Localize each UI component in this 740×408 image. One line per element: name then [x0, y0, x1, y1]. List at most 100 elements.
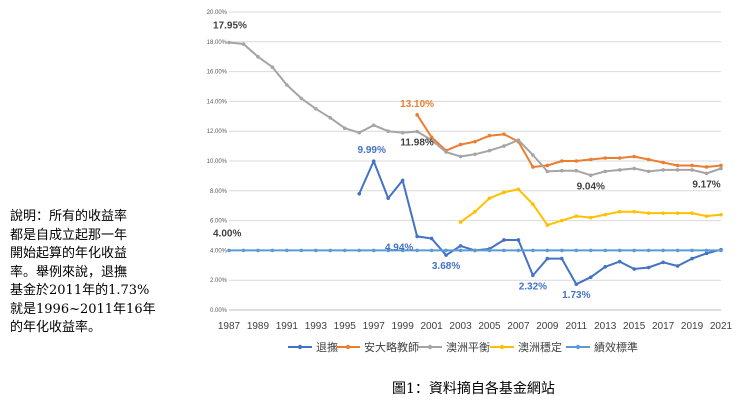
- data-point: [545, 169, 550, 174]
- data-point: [588, 157, 593, 162]
- y-tick-label: 14.00%: [207, 99, 228, 105]
- data-point: [675, 248, 680, 253]
- data-point: [661, 248, 665, 253]
- data-point: [661, 160, 665, 165]
- data-point: [516, 187, 521, 192]
- x-tick-label: 1997: [363, 321, 386, 332]
- data-point: [227, 40, 231, 45]
- data-point: [574, 248, 579, 253]
- annotation-layer: 17.95% 13.10% 11.98% 9.99% 9.04% 9.17% 4.00% 4.…: [213, 21, 721, 302]
- data-point: [299, 96, 304, 101]
- data-point: [415, 113, 419, 117]
- data-label: 3.68%: [432, 261, 460, 272]
- y-tick-label: 10.00%: [207, 159, 228, 165]
- data-point: [314, 248, 318, 253]
- data-point: [617, 248, 622, 253]
- figure-caption: 圖1：資料摘自各基金網站: [392, 381, 555, 397]
- data-point: [256, 248, 260, 253]
- x-tick-label: 1999: [392, 321, 415, 332]
- data-point: [603, 169, 608, 174]
- data-point: [603, 212, 608, 217]
- data-point: [646, 211, 651, 215]
- series-line: [416, 114, 722, 168]
- data-point: [560, 159, 564, 163]
- x-tick-label: 1991: [276, 321, 299, 332]
- data-point: [588, 173, 593, 178]
- data-point: [603, 264, 608, 269]
- data-point: [415, 234, 419, 239]
- data-point: [632, 154, 636, 159]
- x-tick-label: 2013: [594, 321, 617, 332]
- data-point: [675, 163, 680, 168]
- data-point: [690, 211, 694, 215]
- data-point: [531, 273, 535, 278]
- note-line: 率。舉例來說，退撫: [10, 264, 128, 280]
- data-point: [632, 267, 636, 271]
- data-point: [690, 248, 694, 253]
- data-point: [357, 130, 362, 135]
- data-point: [704, 214, 709, 218]
- data-point: [371, 159, 376, 163]
- x-tick-label: 2003: [449, 321, 472, 332]
- data-label: 11.98%: [400, 137, 433, 148]
- data-point: [646, 169, 651, 174]
- data-point: [574, 168, 579, 173]
- data-point: [400, 178, 405, 183]
- note-line: 就是1996~2011年16年: [10, 301, 156, 317]
- data-point: [603, 248, 608, 253]
- data-point: [487, 196, 492, 201]
- data-point: [241, 42, 246, 46]
- data-point: [690, 163, 694, 168]
- data-point: [574, 214, 579, 218]
- x-tick-label: 2005: [478, 321, 501, 332]
- data-point: [270, 65, 275, 69]
- axis-layer: 0.00% 2.00% 4.00% 6.00% 8.00% 10.00% 12.00% 14.…: [207, 10, 733, 332]
- data-point: [458, 154, 463, 159]
- legend-marker: [297, 344, 303, 350]
- data-point: [429, 135, 434, 139]
- data-point: [704, 171, 709, 176]
- data-point: [646, 157, 651, 162]
- y-tick-label: 6.00%: [210, 219, 228, 225]
- data-point: [617, 168, 622, 172]
- data-point: [371, 123, 376, 128]
- data-point: [502, 132, 506, 136]
- legend-marker: [575, 344, 581, 350]
- data-point: [458, 142, 463, 147]
- data-point: [704, 165, 709, 169]
- x-tick-label: 2011: [566, 321, 588, 332]
- data-point: [487, 133, 492, 138]
- data-point: [227, 248, 231, 253]
- data-point: [675, 211, 680, 215]
- data-point: [516, 248, 521, 253]
- data-point: [386, 248, 390, 253]
- data-point: [545, 248, 550, 253]
- data-label: 4.00%: [213, 228, 241, 239]
- data-point: [357, 248, 362, 253]
- data-point: [704, 251, 709, 256]
- data-point: [285, 248, 289, 253]
- data-point: [473, 248, 477, 253]
- data-point: [342, 248, 347, 253]
- data-point: [502, 248, 506, 253]
- data-point: [487, 248, 492, 253]
- data-point: [617, 259, 622, 264]
- data-point: [386, 129, 390, 133]
- x-tick-label: 1987: [218, 321, 241, 332]
- data-point: [270, 248, 275, 253]
- data-point: [545, 163, 550, 168]
- data-point: [502, 144, 506, 148]
- data-point: [719, 248, 723, 253]
- data-point: [473, 209, 477, 214]
- data-point: [646, 248, 651, 253]
- data-point: [560, 218, 564, 223]
- legend-label: 澳洲穩定: [518, 340, 562, 354]
- data-point: [531, 165, 535, 169]
- data-point: [574, 159, 579, 163]
- legend-marker: [499, 344, 505, 350]
- data-point: [545, 256, 550, 261]
- data-point: [675, 168, 680, 172]
- y-tick-label: 0.00%: [210, 308, 228, 314]
- data-point: [415, 129, 419, 134]
